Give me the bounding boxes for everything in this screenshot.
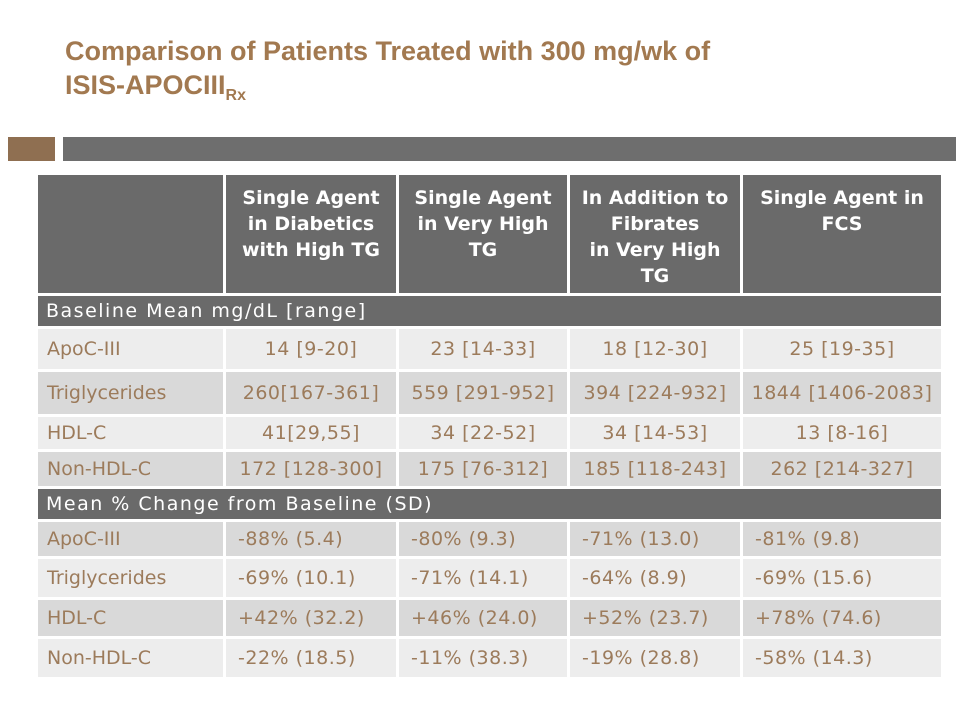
column-header-cell: Single Agent in Diabetics with High TG [226,175,396,293]
value-cell: -88% (5.4) [226,522,396,556]
value-cell: 172 [128-300] [226,452,396,486]
value-cell: 185 [118-243] [570,452,740,486]
row-label: HDL-C [38,417,223,449]
value-cell: -22% (18.5) [226,639,396,677]
table-row: Triglycerides -69% (10.1) -71% (14.1) -64% … [38,559,941,597]
value-cell: 34 [14-53] [570,417,740,449]
table-row: HDL-C +42% (32.2) +46% (24.0) +52% (23.7) +7… [38,600,941,636]
value-cell: -19% (28.8) [570,639,740,677]
row-label: HDL-C [38,600,223,636]
value-cell: 175 [76-312] [399,452,567,486]
column-header-cell: In Addition to Fibrates in Very High TG [570,175,740,293]
page-title: Comparison of Patients Treated with 300 … [65,34,925,113]
value-cell: +52% (23.7) [570,600,740,636]
row-label: Non-HDL-C [38,639,223,677]
value-cell: +78% (74.6) [743,600,941,636]
value-cell: +46% (24.0) [399,600,567,636]
title-line-2: ISIS-APOCIIIRx [65,68,925,113]
table-row: Non-HDL-C -22% (18.5) -11% (38.3) -19% (28.… [38,639,941,677]
section-header-row: Baseline Mean mg/dL [range] [38,296,941,326]
table-row: Non-HDL-C 172 [128-300] 175 [76-312] 185 [1… [38,452,941,486]
value-cell: 18 [12-30] [570,329,740,369]
value-cell: 23 [14-33] [399,329,567,369]
column-header-cell: Single Agent in Very High TG [399,175,567,293]
value-cell: 1844 [1406-2083] [743,372,941,414]
value-cell: 41[29,55] [226,417,396,449]
value-cell: 394 [224-932] [570,372,740,414]
value-cell: 14 [9-20] [226,329,396,369]
accent-square [8,137,55,161]
value-cell: +42% (32.2) [226,600,396,636]
value-cell: 13 [8-16] [743,417,941,449]
column-header-cell: Single Agent in FCS [743,175,941,293]
value-cell: -11% (38.3) [399,639,567,677]
value-cell: -69% (15.6) [743,559,941,597]
value-cell: -69% (10.1) [226,559,396,597]
value-cell: 25 [19-35] [743,329,941,369]
title-line-2-main: ISIS-APOCIII [65,70,226,100]
table-row: ApoC-III 14 [9-20] 23 [14-33] 18 [12-30] 25 … [38,329,941,369]
section-header-row: Mean % Change from Baseline (SD) [38,489,941,519]
accent-bar [63,137,956,161]
row-label: ApoC-III [38,522,223,556]
table-row: HDL-C 41[29,55] 34 [22-52] 34 [14-53] 13 [8-… [38,417,941,449]
value-cell: 559 [291-952] [399,372,567,414]
row-label: Triglycerides [38,372,223,414]
comparison-table: Single Agent in Diabetics with High TG Si… [35,172,944,680]
row-label: ApoC-III [38,329,223,369]
row-label: Triglycerides [38,559,223,597]
value-cell: 260[167-361] [226,372,396,414]
column-header-row: Single Agent in Diabetics with High TG Si… [38,175,941,293]
value-cell: -64% (8.9) [570,559,740,597]
value-cell: -71% (14.1) [399,559,567,597]
value-cell: 262 [214-327] [743,452,941,486]
column-header-cell [38,175,223,293]
section-header: Mean % Change from Baseline (SD) [38,489,941,519]
row-label: Non-HDL-C [38,452,223,486]
table-row: ApoC-III -88% (5.4) -80% (9.3) -71% (13.0) -… [38,522,941,556]
table-row: Triglycerides 260[167-361] 559 [291-952] 39… [38,372,941,414]
value-cell: -58% (14.3) [743,639,941,677]
value-cell: 34 [22-52] [399,417,567,449]
title-subscript: Rx [225,87,246,104]
value-cell: -81% (9.8) [743,522,941,556]
value-cell: -80% (9.3) [399,522,567,556]
value-cell: -71% (13.0) [570,522,740,556]
section-header: Baseline Mean mg/dL [range] [38,296,941,326]
title-line-1: Comparison of Patients Treated with 300 … [65,36,711,66]
